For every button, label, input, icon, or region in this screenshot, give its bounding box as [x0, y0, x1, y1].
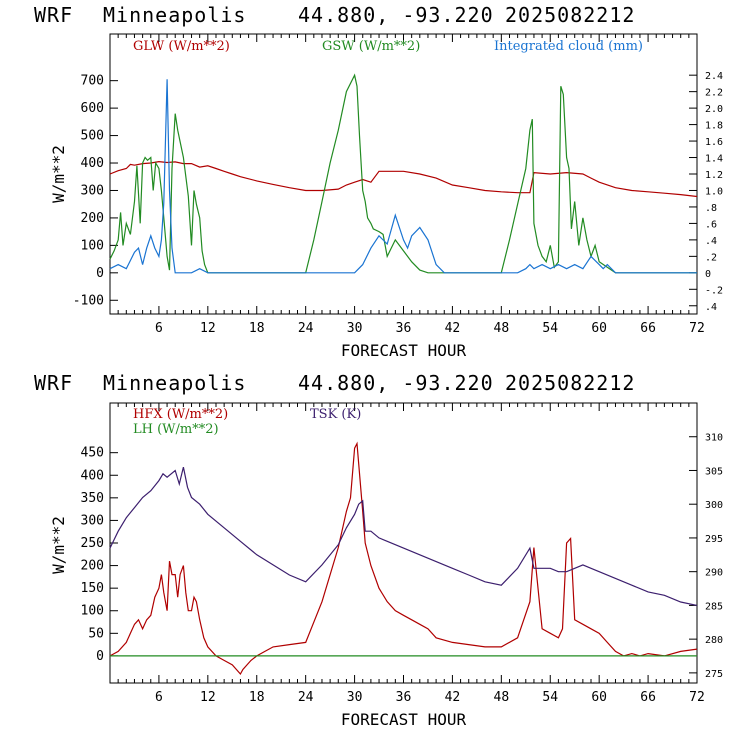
panel-2-header: WRF Minneapolis 44.880, -93.220 20250822… [34, 371, 635, 395]
y2-tick-label: 305 [705, 466, 723, 477]
series-line-3 [109, 79, 697, 274]
y2-tick-label: 1.2 [705, 170, 723, 181]
x-tick-label: 12 [200, 690, 216, 705]
y-axis-label: W/m**2 [49, 145, 68, 203]
y-tick-label: 500 [81, 129, 104, 144]
x-tick-label: 42 [445, 690, 461, 705]
y-tick-label: 50 [88, 626, 104, 641]
legend-entry-1: HFX (W/m**2) [133, 407, 228, 422]
y-tick-label: 200 [81, 559, 104, 574]
coords-label: 44.880, -93.220 [298, 3, 494, 27]
plot-frame [109, 402, 698, 684]
y2-tick-label: -.2 [705, 285, 723, 296]
x-tick-label: 66 [640, 321, 656, 336]
y2-tick-label: 1.8 [705, 121, 723, 132]
x-tick-label: 6 [155, 321, 163, 336]
series-line-1 [109, 160, 698, 198]
y-tick-label: 0 [96, 649, 104, 664]
y2-tick-label: .8 [705, 203, 717, 214]
model-label: WRF [34, 371, 73, 395]
y-tick-label: 300 [81, 513, 104, 528]
y2-tick-label: .6 [705, 219, 717, 230]
init-time-label: 2025082212 [505, 371, 635, 395]
series-line-3 [109, 466, 698, 606]
x-tick-label: 36 [396, 321, 412, 336]
y-tick-label: 400 [81, 468, 104, 483]
y-axis-label: W/m**2 [49, 516, 68, 574]
y2-tick-label: 0 [705, 269, 711, 280]
y2-tick-label: .4 [705, 302, 717, 313]
x-tick-label: 60 [591, 321, 607, 336]
x-tick-label: 18 [249, 690, 265, 705]
x-tick-label: 48 [494, 690, 510, 705]
y-tick-label: 0 [96, 266, 104, 281]
x-axis-label: FORECAST HOUR [341, 710, 467, 729]
series-line-2 [109, 73, 697, 274]
init-time-label: 2025082212 [505, 3, 635, 27]
x-tick-label: 18 [249, 321, 265, 336]
x-tick-label: 6 [155, 690, 163, 705]
x-axis-label: FORECAST HOUR [341, 341, 467, 360]
x-tick-label: 24 [298, 321, 314, 336]
x-tick-label: 66 [640, 690, 656, 705]
plot-frame [109, 33, 698, 315]
y2-tick-label: 2.0 [705, 104, 723, 115]
y2-tick-label: 2.4 [705, 71, 723, 82]
x-tick-label: 24 [298, 690, 314, 705]
y2-tick-label: 285 [705, 601, 723, 612]
y-tick-label: 350 [81, 491, 104, 506]
model-label: WRF [34, 3, 73, 27]
x-tick-label: 12 [200, 321, 216, 336]
y-tick-label: 150 [81, 581, 104, 596]
x-tick-label: 42 [445, 321, 461, 336]
y2-tick-label: 1.0 [705, 186, 723, 197]
y2-tick-label: 2.2 [705, 88, 723, 99]
chart-panel-1: 6 12 18 24 30 36 42 48 54 60 66 72 -100 0 100 200 300 400… [49, 33, 723, 360]
y-tick-label: 600 [81, 101, 104, 116]
y-tick-label: 200 [81, 211, 104, 226]
x-tick-label: 54 [542, 321, 558, 336]
legend-entry-3: TSK (K) [310, 407, 361, 422]
y2-tick-label: 275 [705, 669, 723, 680]
panel-1-header: WRF Minneapolis 44.880, -93.220 20250822… [34, 3, 635, 27]
series-line-1 [109, 441, 698, 676]
y-tick-label: 250 [81, 536, 104, 551]
y-tick-label: 100 [81, 238, 104, 253]
y2-tick-label: 310 [705, 433, 723, 444]
y-tick-label: 700 [81, 74, 104, 89]
y2-tick-label: 300 [705, 500, 723, 511]
y2-tick-label: .4 [705, 236, 717, 247]
y2-tick-label: 1.6 [705, 137, 723, 148]
y-tick-label: -100 [73, 293, 104, 308]
y-tick-label: 100 [81, 604, 104, 619]
y-tick-label: 300 [81, 183, 104, 198]
location-label: Minneapolis [103, 371, 246, 395]
y2-tick-label: 290 [705, 568, 723, 579]
y-tick-label: 450 [81, 446, 104, 461]
legend-entry-3: Integrated cloud (mm) [494, 39, 643, 54]
y2-tick-label: 1.4 [705, 154, 723, 165]
chart-panel-2: 6 12 18 24 30 36 42 48 54 60 66 72 0 50 100 150 200 250 30… [49, 402, 723, 729]
y-tick-label: 400 [81, 156, 104, 171]
x-tick-label: 30 [347, 690, 363, 705]
x-tick-label: 48 [494, 321, 510, 336]
location-label: Minneapolis [103, 3, 246, 27]
y2-tick-label: .2 [705, 252, 717, 263]
x-tick-label: 60 [591, 690, 607, 705]
x-tick-label: 72 [689, 690, 705, 705]
coords-label: 44.880, -93.220 [298, 371, 494, 395]
y2-tick-label: 295 [705, 534, 723, 545]
x-tick-label: 30 [347, 321, 363, 336]
x-tick-label: 54 [542, 690, 558, 705]
legend-entry-2: GSW (W/m**2) [322, 39, 420, 54]
x-tick-label: 36 [396, 690, 412, 705]
legend-entry-2: LH (W/m**2) [133, 422, 219, 437]
legend-entry-1: GLW (W/m**2) [133, 39, 230, 54]
x-tick-label: 72 [689, 321, 705, 336]
y2-tick-label: 280 [705, 635, 723, 646]
